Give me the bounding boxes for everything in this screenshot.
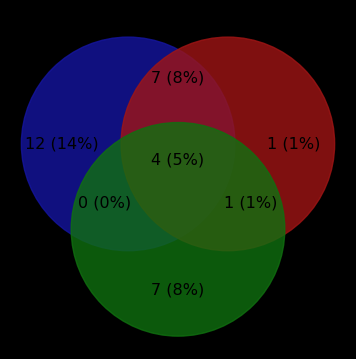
Circle shape xyxy=(121,37,335,251)
Circle shape xyxy=(71,122,285,336)
Text: 12 (14%): 12 (14%) xyxy=(26,136,99,151)
Text: 4 (5%): 4 (5%) xyxy=(151,153,205,167)
Text: 1 (1%): 1 (1%) xyxy=(224,195,278,210)
Text: 7 (8%): 7 (8%) xyxy=(151,283,205,297)
Text: 1 (1%): 1 (1%) xyxy=(267,136,320,151)
Text: 7 (8%): 7 (8%) xyxy=(151,70,205,85)
Text: 0 (0%): 0 (0%) xyxy=(78,195,132,210)
Circle shape xyxy=(21,37,235,251)
